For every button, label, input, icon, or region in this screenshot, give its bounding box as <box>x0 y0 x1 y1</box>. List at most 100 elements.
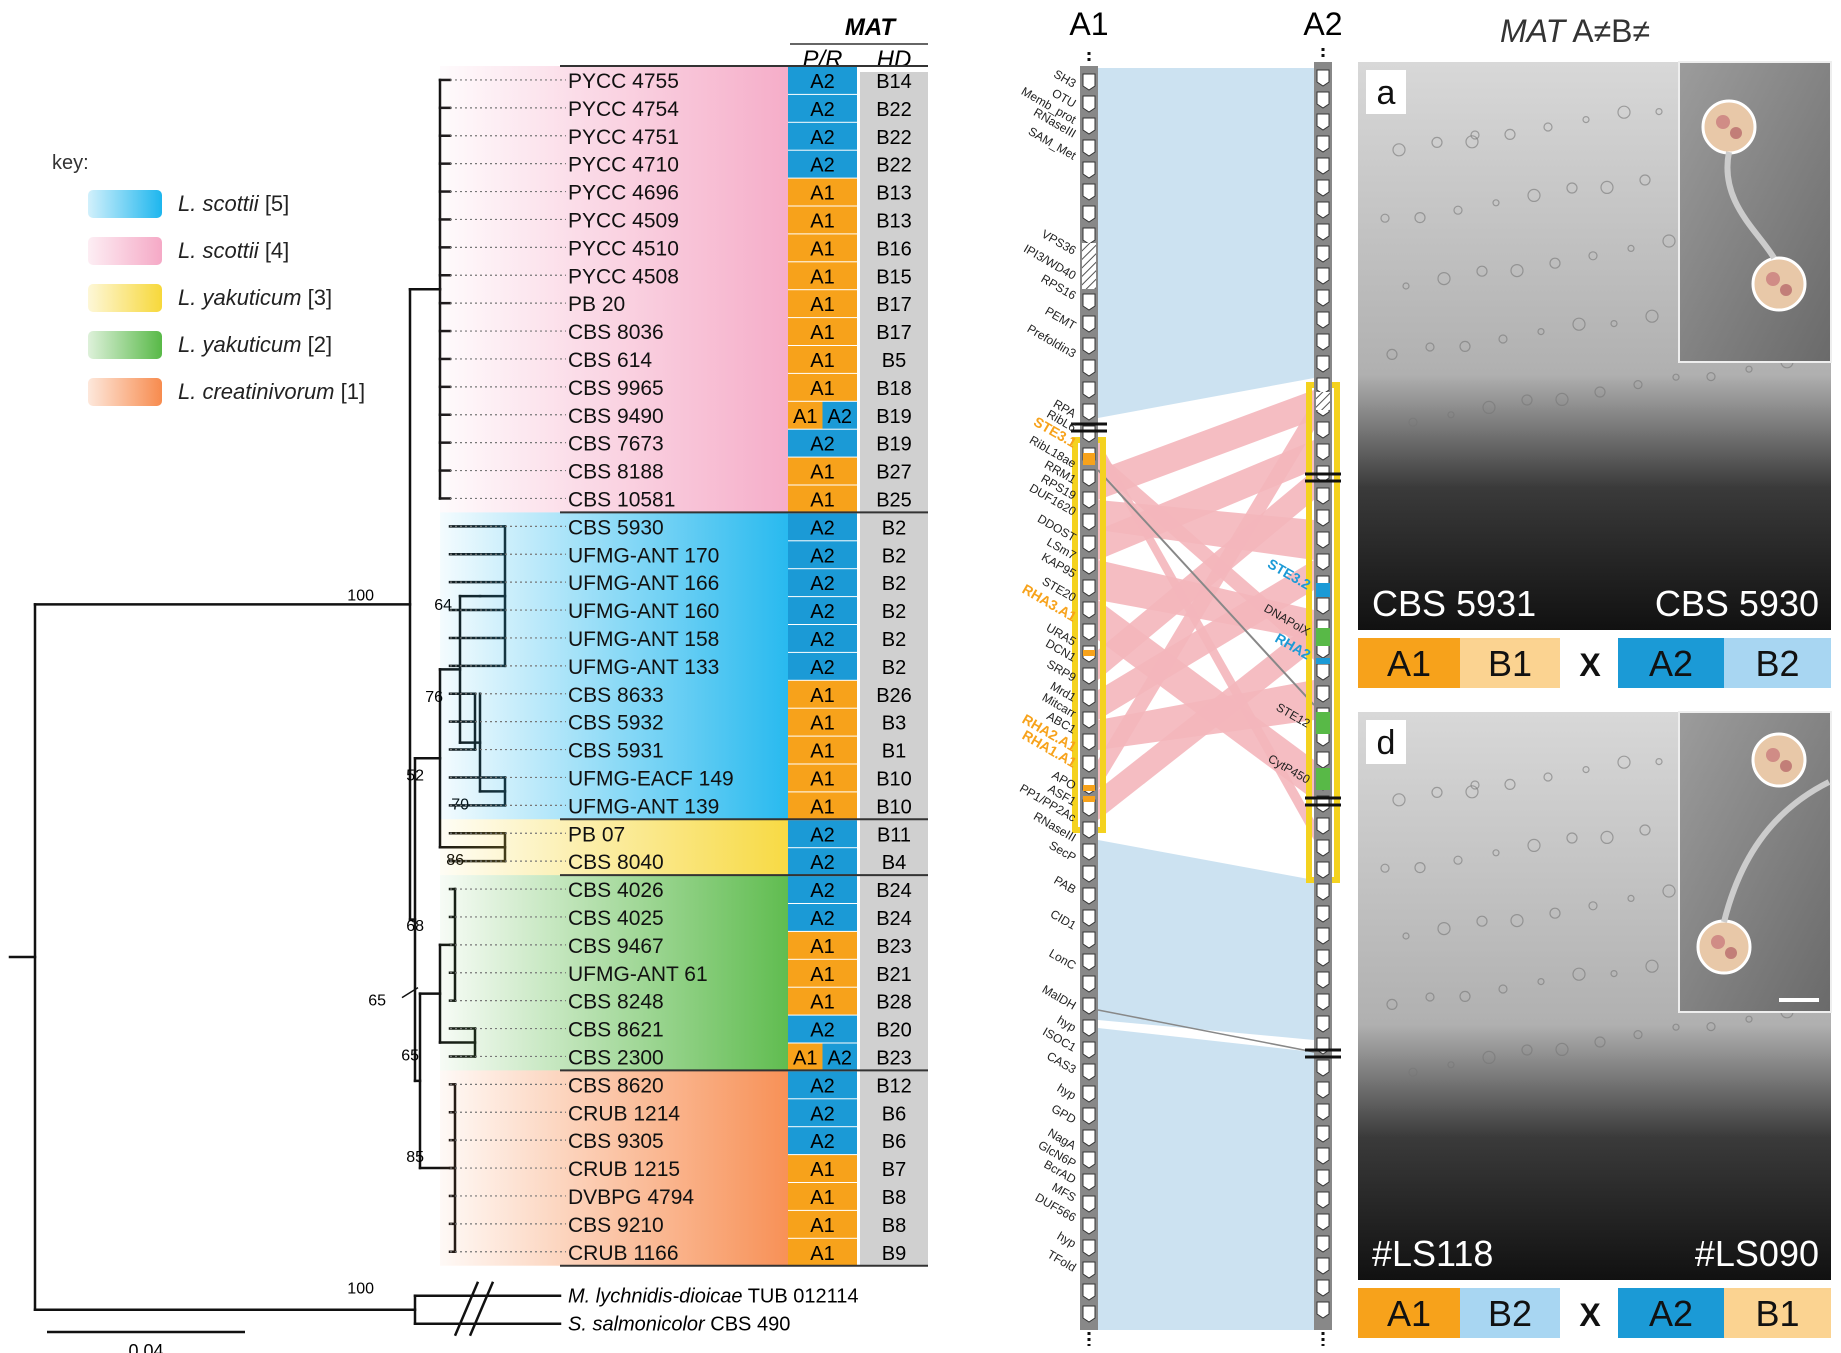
gene-arrow <box>1082 117 1096 135</box>
cell-speck <box>1437 272 1451 286</box>
gene-arrow <box>1082 359 1096 377</box>
key-swatch <box>88 331 162 359</box>
gene-arrow <box>1316 905 1330 923</box>
cell-speck <box>1645 309 1659 323</box>
cross-allele: A1 <box>1387 643 1431 684</box>
cell-speck <box>1453 855 1463 865</box>
pr-value: A2 <box>810 1103 834 1125</box>
gene-arrow <box>1316 69 1330 87</box>
gene-arrow <box>1316 1037 1330 1055</box>
cell-speck <box>1447 1061 1455 1069</box>
axis-break-mark <box>468 1281 495 1337</box>
pr-value: A1 <box>810 183 834 205</box>
gene-arrow <box>1082 1239 1096 1257</box>
cell-speck <box>1392 143 1406 157</box>
strain-name: PYCC 4510 <box>568 237 679 260</box>
gene-arrow <box>1316 355 1330 373</box>
cell-speck <box>1706 372 1716 382</box>
cell-speck <box>1745 365 1753 373</box>
gene-arrow <box>1316 685 1330 703</box>
pr-cell <box>788 373 857 401</box>
key-species: L. creatinivorum <box>178 379 335 404</box>
cell-speck <box>1386 998 1398 1011</box>
rha1-gene <box>1083 796 1095 802</box>
pr-cell <box>788 122 857 150</box>
panel-letter: a <box>1377 74 1396 112</box>
hd-value: B2 <box>882 545 906 567</box>
gene-arrow <box>1082 1305 1096 1323</box>
cell-speck <box>1655 107 1663 116</box>
gene-arrow <box>1316 1059 1330 1077</box>
gene-arrow <box>1316 1015 1330 1033</box>
pr-value: A2 <box>810 434 834 456</box>
cell-speck <box>1408 417 1418 427</box>
strain-name: CBS 8248 <box>568 991 664 1014</box>
gene-arrow <box>1316 311 1330 329</box>
synteny-link <box>1098 390 1314 500</box>
gene-arrow <box>1316 1103 1330 1121</box>
cell-speck <box>1594 1036 1606 1048</box>
gene-arrow <box>1082 337 1096 355</box>
pr-cell <box>788 764 857 792</box>
cell-nucleus <box>1780 284 1792 296</box>
gene-arrow <box>1316 333 1330 351</box>
pr-value: A1 <box>810 322 834 344</box>
gene-arrow <box>1082 799 1096 817</box>
gene-arrow <box>1082 1283 1096 1301</box>
key-group: [2] <box>301 332 333 357</box>
cell-speck <box>1459 340 1471 352</box>
gene-arrow <box>1082 73 1096 91</box>
hd-value: B1 <box>882 741 906 763</box>
cross-allele: B2 <box>1755 643 1799 684</box>
hd-value: B7 <box>882 1159 906 1181</box>
gene-arrow <box>1082 579 1096 597</box>
pr-value: A2 <box>810 908 834 930</box>
cross-cell <box>1618 1288 1724 1338</box>
gene-arrow <box>1082 865 1096 883</box>
synteny-block <box>1098 68 1314 418</box>
gene-arrow <box>1082 689 1096 707</box>
gene-arrow <box>1082 1129 1096 1147</box>
hd-column-bg <box>860 72 928 1266</box>
cell-speck <box>1476 915 1488 927</box>
cell-speck <box>1627 244 1635 252</box>
pr-cell <box>788 848 857 876</box>
pr-value: A1 <box>810 1187 834 1209</box>
gene-arrow <box>1082 227 1096 245</box>
pr-value: A1 <box>793 1047 817 1069</box>
hd-value: B18 <box>876 378 912 400</box>
pr-cell <box>788 67 857 94</box>
strain-name: PB 20 <box>568 293 625 316</box>
cell-speck <box>1672 373 1680 381</box>
strain-name: CBS 9467 <box>568 935 664 958</box>
strain-name: PYCC 4751 <box>568 126 679 149</box>
strain-name: DVBPG 4794 <box>568 1186 694 1209</box>
hd-value: B10 <box>876 796 912 818</box>
cross-cell <box>1618 638 1724 688</box>
locus-a1-title: A1 <box>1069 6 1108 42</box>
hd-value: B23 <box>876 936 912 958</box>
pr-value: A2 <box>810 71 834 93</box>
gene-arrow <box>1082 909 1096 927</box>
pr-cell <box>788 457 857 485</box>
synteny-link <box>1098 400 1314 790</box>
strain-name: PYCC 4710 <box>568 154 679 177</box>
gene-arrow <box>1316 1279 1330 1297</box>
strain-name: CRUB 1166 <box>568 1242 679 1265</box>
hd-value: B9 <box>882 1243 906 1265</box>
cell-speck <box>1588 251 1598 261</box>
gene-arrow <box>1316 135 1330 153</box>
cell-speck <box>1600 180 1614 194</box>
gene-arrow <box>1082 491 1096 509</box>
cell-speck <box>1617 105 1631 119</box>
hd-value: B2 <box>882 601 906 623</box>
pr-cell <box>788 318 857 345</box>
locus-a2-title: A2 <box>1303 6 1342 42</box>
pr-cell <box>788 346 857 373</box>
key-item: L. yakuticum [2] <box>88 331 332 359</box>
hd-value: B10 <box>876 768 912 790</box>
hd-value: B24 <box>876 880 912 902</box>
gene-label: GPD <box>1049 1101 1079 1126</box>
strain-name: UFMG-ANT 139 <box>568 795 719 818</box>
pr-cell <box>788 1238 857 1266</box>
